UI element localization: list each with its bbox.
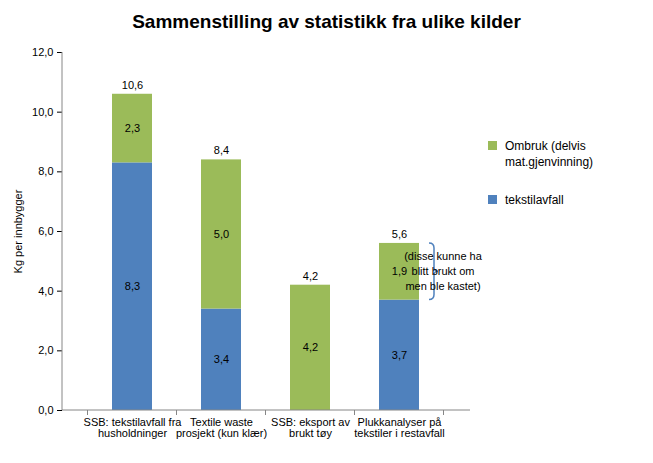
svg-text:(disse kunne hablitt brukt omm: (disse kunne hablitt brukt ommen ble kas… <box>404 250 483 292</box>
svg-text:SSB: tekstilavfall frahusholdn: SSB: tekstilavfall frahusholdninger <box>84 416 183 439</box>
svg-text:8,4: 8,4 <box>214 144 229 156</box>
svg-text:Kg per innbygger: Kg per innbygger <box>12 189 24 273</box>
svg-text:0,0: 0,0 <box>38 404 53 416</box>
svg-text:6,0: 6,0 <box>38 225 53 237</box>
svg-text:2,0: 2,0 <box>38 344 53 356</box>
svg-text:1,9: 1,9 <box>392 265 407 277</box>
svg-text:4,2: 4,2 <box>303 341 318 353</box>
svg-text:3,4: 3,4 <box>214 353 229 365</box>
svg-text:10,0: 10,0 <box>32 106 53 118</box>
svg-text:3,7: 3,7 <box>392 349 407 361</box>
html-text:Ombruk (delvis mat.gjenvinning: Ombruk (delvis mat.gjenvinning) <box>505 139 594 169</box>
svg-text:Plukkanalyser påtekstiler i re: Plukkanalyser påtekstiler i restavfall <box>354 416 444 439</box>
svg-text:4,0: 4,0 <box>38 285 53 297</box>
svg-text:2,3: 2,3 <box>125 122 140 134</box>
svg-text:5,0: 5,0 <box>214 228 229 240</box>
html-text:tekstilavfall: tekstilavfall <box>505 193 564 207</box>
svg-text:12,0: 12,0 <box>32 46 53 58</box>
svg-text:10,6: 10,6 <box>122 79 143 91</box>
html-text:Sammenstilling av statistikk f: Sammenstilling av statistikk fra ulike k… <box>132 11 521 32</box>
svg-text:SSB: eksport avbrukt tøy: SSB: eksport avbrukt tøy <box>271 416 350 439</box>
svg-text:8,0: 8,0 <box>38 165 53 177</box>
svg-text:Textile wasteprosjekt (kun klæ: Textile wasteprosjekt (kun klær) <box>176 416 267 439</box>
svg-text:5,6: 5,6 <box>392 228 407 240</box>
svg-text:4,2: 4,2 <box>303 270 318 282</box>
svg-text:8,3: 8,3 <box>125 280 140 292</box>
